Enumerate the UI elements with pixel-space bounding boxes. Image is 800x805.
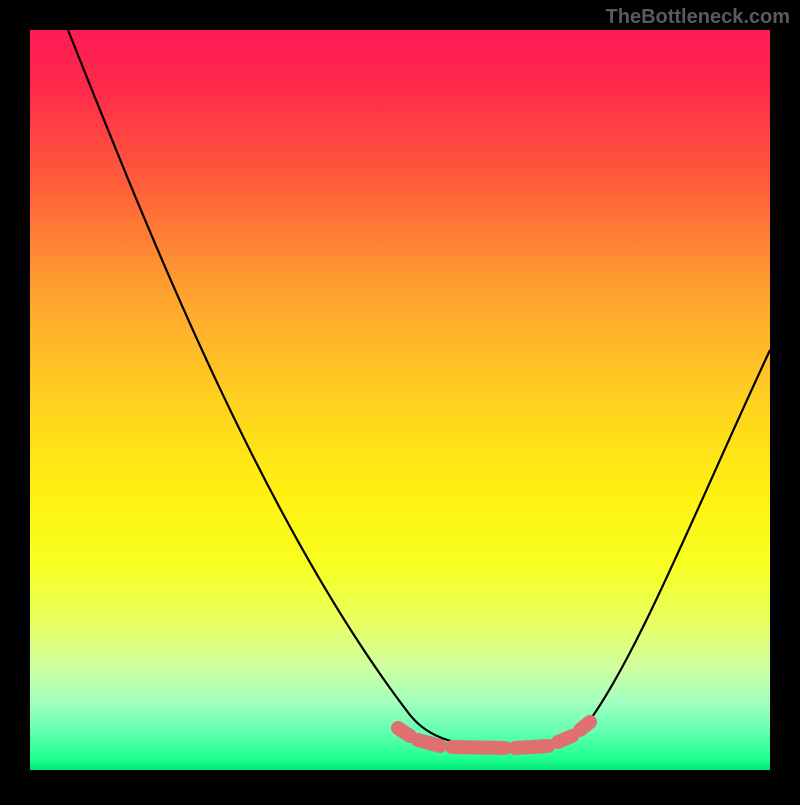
chart-svg [0,0,800,800]
chart-plot-area [30,30,770,770]
watermark-text: TheBottleneck.com [606,6,790,29]
bottleneck-chart [0,0,800,800]
